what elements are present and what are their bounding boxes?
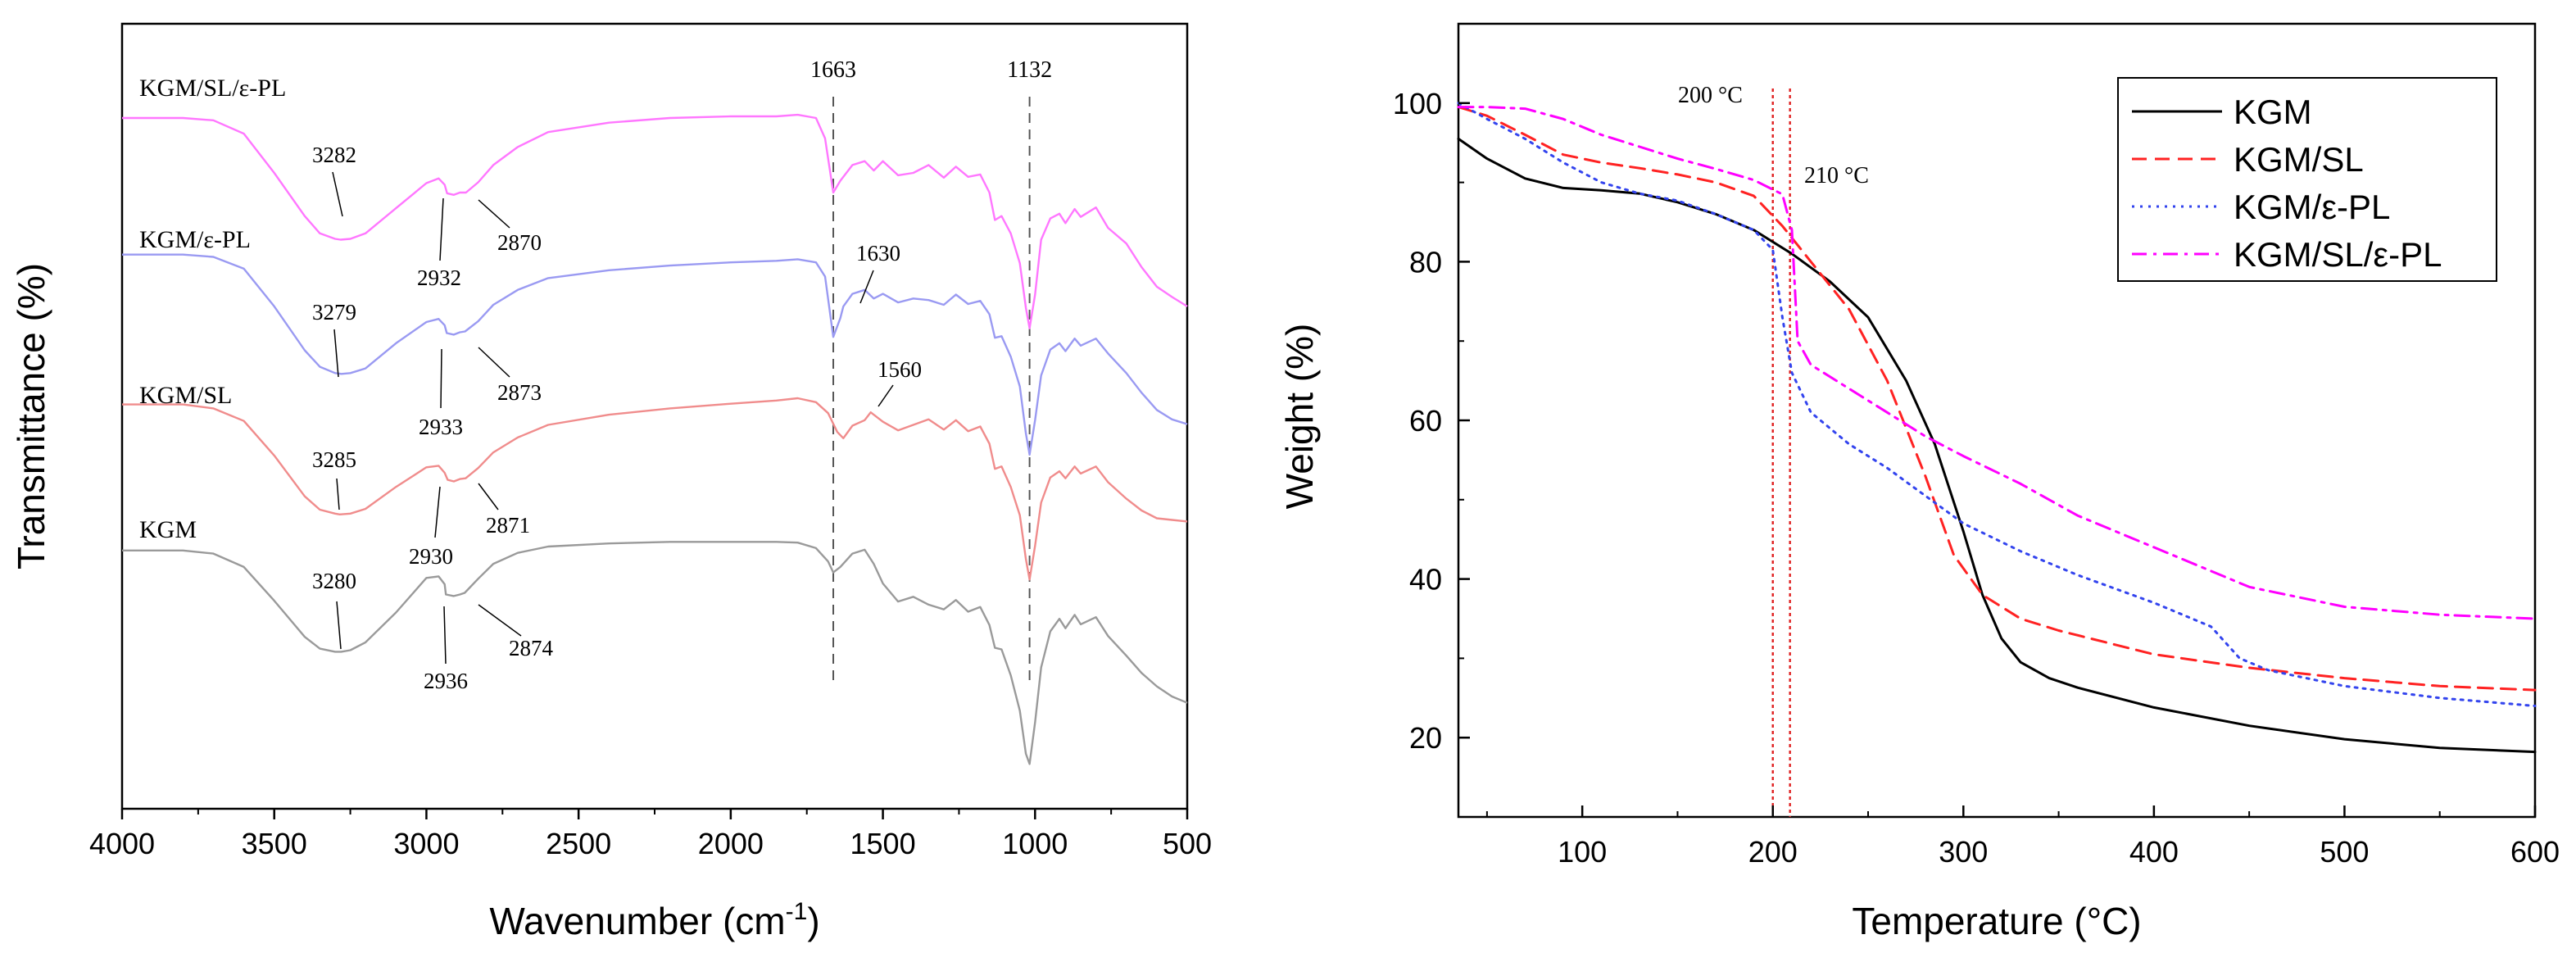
ftir-peak-label-3282: 3282 <box>312 143 356 167</box>
ftir-series-line-kgm-sl <box>122 397 1188 581</box>
tga-ref-label-210-c: 210 °C <box>1804 163 1869 188</box>
ftir-series-line-kgm-pl <box>122 253 1188 456</box>
ftir-annotations: KGM/SL/ε-PL KGM/ε-PL KGM/SL KGM 3282 2932 2870… <box>139 75 922 693</box>
ftir-peak-label-1560-leader <box>878 384 894 407</box>
tga-x-tick-label-600: 600 <box>2510 835 2560 869</box>
tga-y-tick-label-100: 100 <box>1393 87 1442 120</box>
tga-legend-label-kgm-sl-pl: KGM/SL/ε-PL <box>2234 235 2442 274</box>
tga-series-line-kgm-sl <box>1457 106 2537 692</box>
ftir-peak-label-2930-leader <box>434 486 441 538</box>
ftir-peak-label-3285: 3285 <box>312 447 356 472</box>
ftir-series-label-kgm: KGM <box>139 516 197 543</box>
ftir-x-tick-label-500: 500 <box>1163 827 1212 860</box>
ftir-series-label-kgm-sl: KGM/SL <box>139 382 232 409</box>
ftir-peak-label-3279: 3279 <box>312 300 356 324</box>
ftir-peak-label-3280: 3280 <box>312 569 356 593</box>
ftir-xlabel: Wavenumber (cm-1) <box>489 898 819 942</box>
ftir-peak-label-2874-leader <box>478 604 522 637</box>
tga-legend-label-kgm: KGM <box>2234 93 2312 131</box>
tga-y-tick-label-20: 20 <box>1409 721 1442 755</box>
ftir-peak-label-3282-leader <box>332 171 343 217</box>
ftir-peak-label-1560: 1560 <box>878 357 922 382</box>
ftir-peak-label-3285-leader <box>336 478 340 510</box>
tga-ref-label-200-c: 200 °C <box>1678 83 1743 108</box>
ftir-series-label-kgm-pl: KGM/ε-PL <box>139 226 251 253</box>
tga-panel: 200 °C 210 °C 100 200 300 400 500 600 20 40 60 80… <box>1278 22 2560 942</box>
tga-legend-label-kgm-sl: KGM/SL <box>2234 140 2364 179</box>
tga-series-line-kgm <box>1457 137 2537 754</box>
ftir-peak-label-2933: 2933 <box>419 415 463 439</box>
ftir-ref-label-1132: 1132 <box>1007 57 1052 83</box>
tga-x-ticks: 100 200 300 400 500 600 <box>1485 805 2560 869</box>
ftir-xlabel-main: Wavenumber (cm <box>489 900 785 942</box>
tga-x-tick-label-200: 200 <box>1748 835 1798 869</box>
ftir-ylabel: Transmittance (%) <box>10 263 52 569</box>
ftir-x-tick-label-2500: 2500 <box>546 827 611 860</box>
ftir-x-tick-label-2000: 2000 <box>698 827 764 860</box>
ftir-x-tick-label-3500: 3500 <box>242 827 307 860</box>
tga-x-tick-label-100: 100 <box>1558 835 1607 869</box>
ftir-x-tick-label-3000: 3000 <box>393 827 459 860</box>
ftir-peak-label-2936-leader <box>443 606 447 665</box>
ftir-series-label-kgm-sl-pl: KGM/SL/ε-PL <box>139 75 286 102</box>
tga-series-line-kgm-sl-pl <box>1457 106 2537 620</box>
ftir-peak-label-3280-leader <box>336 601 342 650</box>
tga-x-tick-label-300: 300 <box>1939 835 1988 869</box>
tga-y-tick-label-60: 60 <box>1409 404 1442 438</box>
ftir-peak-label-3279-leader <box>333 329 339 378</box>
ftir-series-line-kgm-sl-pl <box>122 113 1188 329</box>
tga-ylabel: Weight (%) <box>1278 324 1321 510</box>
tga-legend-label-kgm-pl: KGM/ε-PL <box>2234 188 2390 226</box>
ftir-peak-label-2873: 2873 <box>497 380 542 405</box>
ftir-peak-label-2871: 2871 <box>486 513 530 538</box>
ftir-peak-label-2936: 2936 <box>424 669 468 693</box>
ftir-peak-label-2870: 2870 <box>497 230 542 255</box>
ftir-peak-label-2930: 2930 <box>409 544 453 569</box>
ftir-x-tick-label-1000: 1000 <box>1002 827 1068 860</box>
ftir-panel: 1663 1132 4000 3500 3000 2500 2000 1500 1000 500… <box>10 22 1212 942</box>
ftir-peak-label-1630: 1630 <box>856 241 900 265</box>
tga-y-ticks: 20 40 60 80 100 <box>1393 23 1470 755</box>
ftir-series <box>122 113 1188 765</box>
ftir-peak-label-2932: 2932 <box>417 265 461 290</box>
ftir-peak-label-1630-leader <box>859 270 874 304</box>
ftir-xlabel-close: ) <box>807 900 819 942</box>
ftir-x-ticks: 4000 3500 3000 2500 2000 1500 1000 500 <box>89 809 1212 860</box>
ftir-peak-label-2873-leader <box>478 347 510 378</box>
tga-xlabel: Temperature (°C) <box>1852 900 2141 942</box>
ftir-ref-label-1663: 1663 <box>810 57 856 83</box>
ftir-series-line-kgm <box>122 541 1188 765</box>
ftir-peak-label-2871-leader <box>478 483 499 510</box>
ftir-peak-label-2932-leader <box>439 197 444 261</box>
tga-reference-lines: 200 °C 210 °C <box>1678 83 1869 817</box>
tga-series <box>1457 102 2537 754</box>
ftir-x-tick-label-1500: 1500 <box>850 827 916 860</box>
ftir-x-tick-label-4000: 4000 <box>89 827 155 860</box>
ftir-peak-label-2933-leader <box>440 348 442 409</box>
ftir-peak-label-2870-leader <box>478 199 510 229</box>
tga-series-line-kgm-pl <box>1457 102 2537 707</box>
ftir-reference-lines: 1663 1132 <box>810 57 1052 682</box>
ftir-peak-label-2874: 2874 <box>509 636 554 660</box>
ftir-xlabel-sup: -1 <box>786 898 808 925</box>
tga-x-tick-label-500: 500 <box>2320 835 2369 869</box>
tga-y-tick-label-80: 80 <box>1409 245 1442 279</box>
tga-legend: KGM KGM/SL KGM/ε-PL KGM/SL/ε-PL <box>2117 77 2497 282</box>
tga-y-tick-label-40: 40 <box>1409 563 1442 597</box>
tga-x-tick-label-400: 400 <box>2129 835 2179 869</box>
